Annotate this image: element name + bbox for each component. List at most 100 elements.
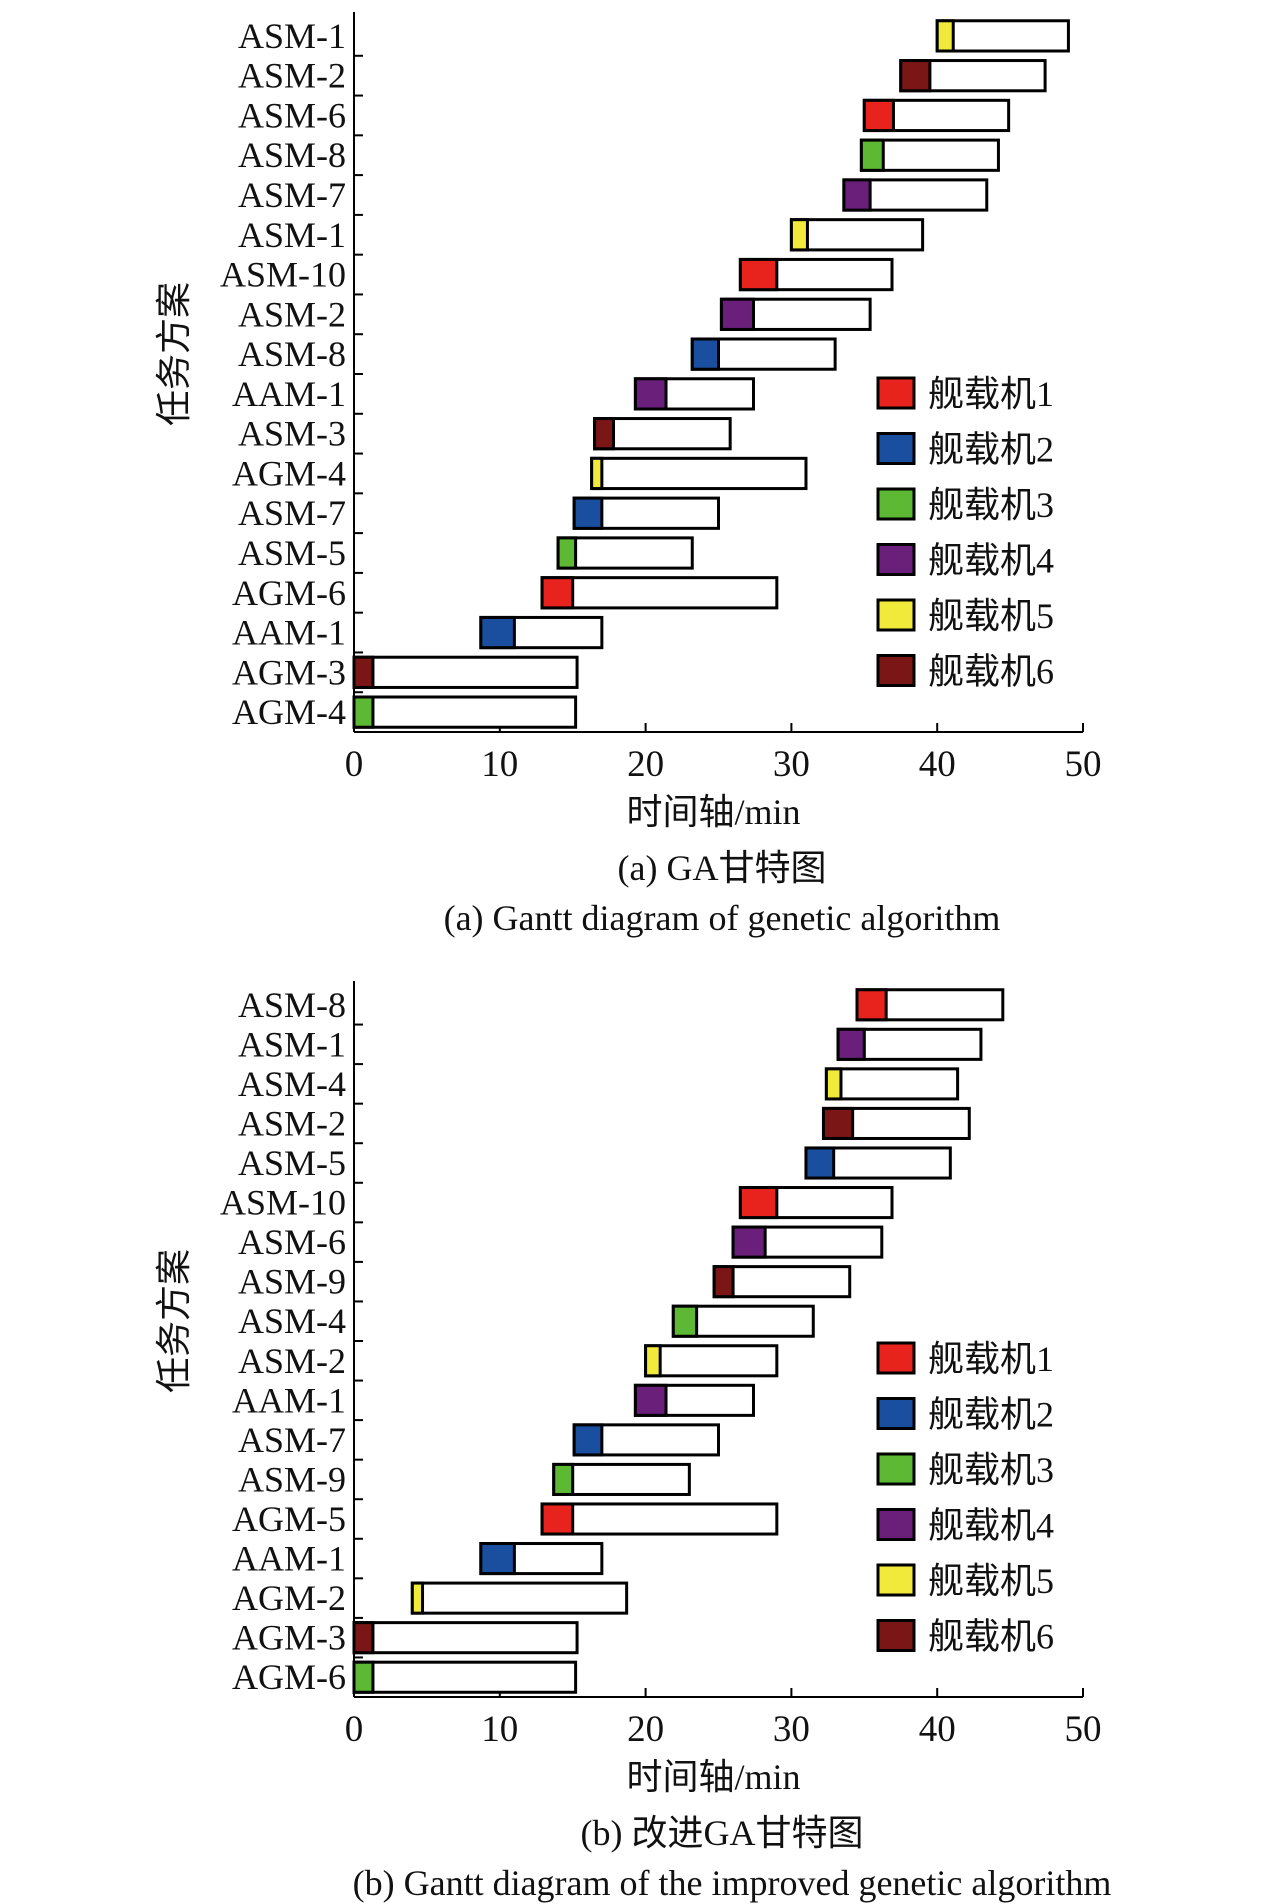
- task-bar-segment: [731, 1225, 767, 1259]
- task-bar: [540, 1502, 779, 1536]
- task-bar-segment: [859, 138, 885, 172]
- task-bar-segment: [593, 417, 616, 451]
- task-label: ASM-7: [238, 1420, 346, 1460]
- task-bar-segment: [590, 456, 604, 491]
- legend-label: 舰载机5: [928, 596, 1054, 636]
- task-label: ASM-7: [238, 493, 346, 533]
- task-bar-segment: [899, 59, 932, 93]
- task-bar-segment: [690, 337, 720, 371]
- task-bar-segment: [352, 695, 375, 729]
- task-bar-segment: [552, 1462, 575, 1496]
- task-label: ASM-9: [238, 1262, 346, 1302]
- task-bar-segment: [842, 178, 872, 212]
- legend-label: 舰载机1: [928, 1339, 1054, 1379]
- y-axis-title: 任务方案: [154, 1249, 194, 1393]
- task-bar-segment: [789, 218, 809, 252]
- gantt-panel-b: 0 10 20 30 40 50时间轴/min任务方案ASM-8ASM-1ASM-4ASM…: [154, 981, 1111, 1903]
- panel-caption: (b) Gantt diagram of the improved geneti…: [353, 1863, 1112, 1903]
- x-tick-label: 0: [345, 744, 364, 785]
- legend-swatch: [876, 432, 916, 465]
- task-label: ASM-2: [238, 294, 346, 334]
- task-label: ASM-1: [238, 16, 346, 56]
- y-axis-title: 任务方案: [154, 282, 194, 426]
- task-bar-segment: [352, 1660, 375, 1694]
- x-tick-label: 50: [1065, 744, 1102, 785]
- task-bar: [352, 1621, 579, 1655]
- task-label: ASM-9: [238, 1459, 346, 1499]
- task-bar-segment: [479, 1542, 516, 1576]
- task-label: AAM-1: [232, 1539, 346, 1579]
- legend-label: 舰载机6: [928, 1617, 1054, 1657]
- legend-swatch: [876, 1452, 916, 1486]
- task-label: ASM-7: [238, 175, 346, 215]
- x-tick-label: 0: [345, 1709, 364, 1750]
- task-label: AGM-4: [232, 692, 346, 732]
- task-label: AAM-1: [232, 1380, 346, 1420]
- x-axis-title: 时间轴/min: [626, 792, 800, 832]
- task-bar-segment: [633, 1383, 668, 1417]
- task-label: AAM-1: [232, 374, 346, 414]
- task-bar-segment: [556, 536, 578, 570]
- legend-swatch: [876, 1508, 916, 1541]
- task-label: ASM-6: [238, 1222, 346, 1262]
- task-bar-segment: [738, 1186, 779, 1220]
- task-bar-segment: [862, 98, 895, 133]
- task-label: AGM-2: [232, 1578, 346, 1618]
- task-bar-segment: [719, 297, 755, 331]
- task-label: ASM-2: [238, 1341, 346, 1381]
- task-bar: [410, 1581, 629, 1615]
- gantt-panel-a: 0 10 20 30 40 50时间轴/min任务方案ASM-1ASM-2ASM-6ASM…: [154, 12, 1102, 938]
- task-bar: [352, 655, 579, 689]
- task-label: ASM-5: [238, 1143, 346, 1183]
- task-bar-segment: [352, 1621, 375, 1655]
- task-label: ASM-2: [238, 1103, 346, 1143]
- task-bar-segment: [671, 1304, 699, 1338]
- task-bar: [552, 1462, 691, 1496]
- task-label: ASM-1: [238, 1024, 346, 1064]
- task-label: AGM-5: [232, 1499, 346, 1539]
- task-label: ASM-1: [238, 215, 346, 255]
- panel-title: (b) 改进GA甘特图: [581, 1813, 864, 1853]
- x-tick-label: 40: [919, 1709, 956, 1750]
- legend-label: 舰载机1: [928, 374, 1054, 414]
- x-tick-label: 50: [1065, 1709, 1102, 1750]
- task-bar-segment: [855, 988, 888, 1022]
- task-bar-segment: [738, 257, 779, 292]
- x-axis-title: 时间轴/min: [626, 1757, 800, 1797]
- task-label: ASM-10: [220, 1183, 346, 1223]
- task-label: ASM-2: [238, 56, 346, 96]
- task-label: ASM-10: [220, 255, 346, 295]
- legend-label: 舰载机6: [928, 652, 1054, 692]
- legend-label: 舰载机4: [928, 1506, 1054, 1546]
- task-bar-segment: [572, 496, 604, 530]
- x-tick-label: 30: [773, 744, 810, 785]
- task-bar-segment: [479, 615, 516, 650]
- task-bar-segment: [804, 1146, 836, 1180]
- task-bar: [352, 695, 578, 729]
- task-label: AGM-4: [232, 453, 346, 493]
- legend-swatch: [876, 598, 916, 632]
- task-bar-segment: [644, 1344, 662, 1378]
- task-label: ASM-6: [238, 95, 346, 135]
- panel-title: (a) GA甘特图: [618, 848, 827, 888]
- task-bar: [824, 1067, 960, 1101]
- task-bar-segment: [633, 377, 668, 411]
- task-bar-segment: [572, 1423, 604, 1457]
- legend-label: 舰载机2: [928, 430, 1054, 470]
- legend-label: 舰载机4: [928, 541, 1054, 581]
- legend-label: 舰载机5: [928, 1561, 1054, 1601]
- task-label: ASM-5: [238, 533, 346, 573]
- x-tick-label: 40: [919, 744, 956, 785]
- x-tick-label: 10: [481, 744, 518, 785]
- panel-caption: (a) Gantt diagram of genetic algorithm: [444, 898, 1001, 938]
- task-bar-segment: [821, 1106, 855, 1140]
- task-label: ASM-8: [238, 135, 346, 175]
- task-bar-segment: [540, 1502, 575, 1536]
- task-label: AGM-6: [232, 1657, 346, 1697]
- x-tick-label: 30: [773, 1709, 810, 1750]
- legend-label: 舰载机2: [928, 1395, 1054, 1435]
- task-bar-segment: [540, 576, 575, 610]
- task-bar: [540, 576, 779, 610]
- task-label: AGM-6: [232, 573, 346, 613]
